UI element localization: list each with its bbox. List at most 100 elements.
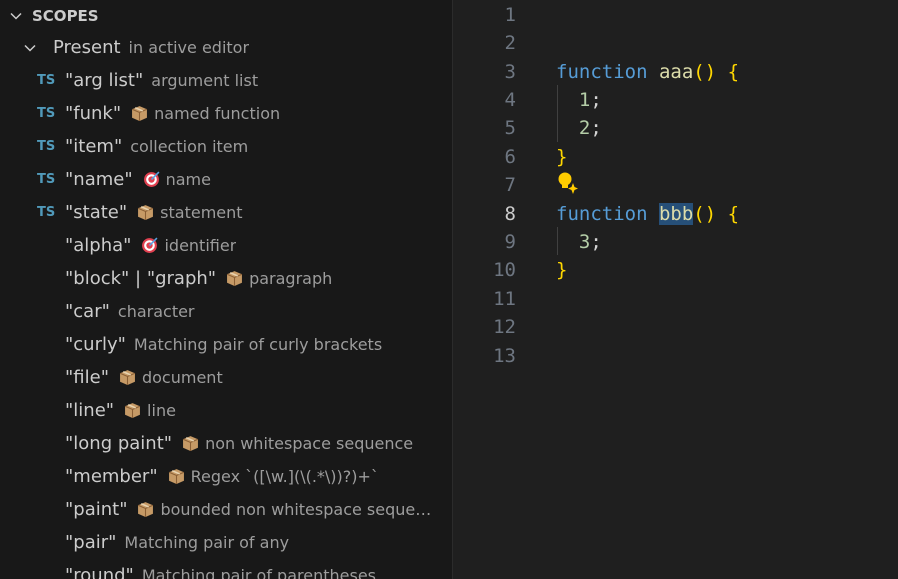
scope-description: document (141, 368, 223, 387)
scope-label: "block" | "graph" (65, 268, 217, 289)
chevron (10, 12, 22, 20)
package-icon (131, 106, 148, 121)
scope-label: "alpha" (65, 235, 132, 256)
scope-item[interactable]: TS "arg list" argument list (0, 64, 452, 97)
scope-label: "car" (65, 301, 110, 322)
code-line: } (556, 143, 567, 171)
package-icon (138, 205, 154, 220)
line-number: 12 (493, 316, 516, 339)
group-row[interactable]: Present in active editor (0, 31, 452, 64)
target-icon (142, 237, 158, 253)
scope-item[interactable]: "curly" Matching pair of curly brackets (0, 328, 452, 361)
scope-item[interactable]: "car" character (0, 295, 452, 328)
scope-description: paragraph (249, 269, 333, 288)
scope-item[interactable]: "round" Matching pair of parentheses (0, 559, 452, 579)
token: 3 (578, 231, 591, 253)
token (648, 61, 659, 83)
package-icon (168, 469, 184, 484)
scope-item[interactable]: "block" | "graph" paragraph (0, 262, 452, 295)
scope-item[interactable]: "long paint" non whitespace sequence (0, 427, 452, 460)
code-line: function bbb() { (556, 200, 739, 228)
line-number: 9 (504, 231, 516, 253)
scope-item[interactable]: TS "name" name (0, 163, 452, 196)
line-number: 5 (504, 117, 516, 140)
line-number: 3 (504, 60, 516, 83)
scope-description: character (117, 302, 195, 321)
token: } (556, 259, 568, 282)
scope-item[interactable]: "line" line (0, 394, 452, 427)
code-line: 2; (556, 114, 602, 142)
line-number: 8 (504, 202, 516, 225)
token (716, 61, 727, 83)
line-number: 1 (504, 3, 516, 26)
scope-description: bounded non whitespace sequen... (160, 500, 434, 519)
scope-description: collection item (130, 137, 249, 156)
language-badge: TS (37, 73, 56, 88)
token (648, 203, 659, 225)
code-line: function aaa() { (556, 58, 739, 86)
code-line: 1; (556, 86, 602, 114)
line-number: 10 (493, 259, 516, 282)
token (556, 89, 579, 111)
scope-description: argument list (151, 71, 259, 90)
scope-description: Regex `([\w.](\(.*\))?)+` (190, 467, 379, 486)
scope-label: "line" (65, 400, 115, 421)
scope-item[interactable]: "paint" bounded non whitespace sequen... (0, 493, 452, 526)
scope-description: Matching pair of curly brackets (133, 335, 383, 354)
line-number: 6 (504, 145, 516, 168)
scope-description: name (165, 170, 211, 189)
scope-label: "member" (65, 466, 158, 487)
line-number: 13 (493, 344, 516, 367)
section-title: SCOPES (32, 6, 99, 25)
token: { (727, 60, 740, 83)
code-line: } (556, 256, 567, 284)
section-header[interactable]: SCOPES (0, 0, 452, 31)
scope-label: "arg list" (65, 70, 144, 91)
chevron (24, 44, 36, 52)
token: 2 (578, 117, 591, 140)
scope-label: "pair" (65, 532, 117, 553)
scope-label: "paint" (65, 499, 128, 520)
target-icon (143, 171, 160, 187)
indent-guide (557, 227, 558, 255)
line-number: 7 (504, 174, 516, 197)
token: () (693, 202, 717, 225)
token: function (556, 202, 648, 225)
scope-description: identifier (164, 236, 237, 255)
scope-label: "funk" (65, 103, 122, 124)
scope-item[interactable]: "pair" Matching pair of any (0, 526, 452, 559)
scope-label: "curly" (65, 334, 126, 355)
token (556, 117, 579, 139)
group-label: Present (53, 37, 121, 58)
token: 1 (578, 89, 591, 111)
scope-item[interactable]: "member" Regex `([\w.](\(.*\))?)+` (0, 460, 452, 493)
token: ; (590, 117, 602, 140)
language-badge: TS (37, 139, 56, 154)
token: function (556, 60, 648, 83)
scope-item[interactable]: TS "item" collection item (0, 130, 452, 163)
scope-label: "file" (65, 367, 109, 388)
package-icon (182, 436, 199, 451)
scope-item[interactable]: TS "state" statement (0, 196, 452, 229)
language-badge: TS (37, 205, 56, 220)
line-number: 11 (493, 287, 516, 310)
scope-label: "round" (65, 565, 134, 579)
scope-description: named function (154, 104, 281, 123)
scope-description: statement (160, 203, 243, 222)
scope-label: "long paint" (65, 433, 173, 454)
token: { (727, 202, 740, 225)
scope-description: Matching pair of parentheses (141, 566, 376, 579)
scope-item[interactable]: "alpha" identifier (0, 229, 452, 262)
scope-item[interactable]: "file" document (0, 361, 452, 394)
token (716, 203, 727, 225)
scope-label: "name" (65, 169, 133, 190)
package-icon (119, 370, 136, 385)
token: bbb (658, 202, 694, 225)
token: aaa (658, 60, 694, 83)
token: ; (590, 231, 602, 253)
token (556, 231, 579, 253)
line-number: 2 (504, 32, 516, 55)
indent-guide (557, 85, 558, 142)
scope-item[interactable]: TS "funk" named function (0, 97, 452, 130)
